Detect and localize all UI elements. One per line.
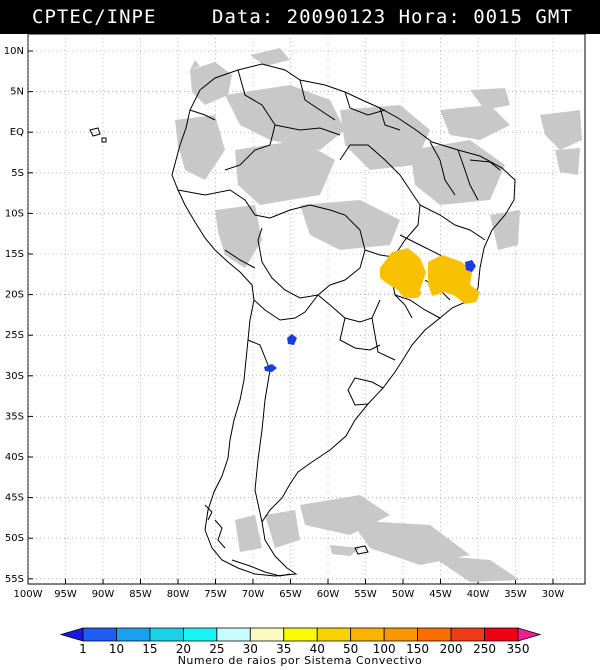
lat-label: 30S xyxy=(5,371,24,382)
coastline xyxy=(89,63,516,577)
lat-label: 20S xyxy=(5,290,24,301)
colorbar-swatch xyxy=(249,627,285,642)
colorbar-label: 50 xyxy=(343,642,358,656)
lon-label: 35W xyxy=(504,589,527,600)
lon-label: 65W xyxy=(279,589,302,600)
cell-yellow-2 xyxy=(398,286,422,298)
colorbar-label: 20 xyxy=(176,642,191,656)
colorbar-swatch xyxy=(484,627,519,642)
cell-yellow-1 xyxy=(380,248,426,296)
colorbar-label: 15 xyxy=(142,642,157,656)
cell-blue-2 xyxy=(287,334,297,345)
lon-label: 80W xyxy=(167,589,190,600)
source-label: CPTEC/INPE xyxy=(32,6,157,28)
header-bar: CPTEC/INPE Data: 20090123 Hora: 0015 GMT xyxy=(0,0,600,34)
colorbar-title: Numero de raios por Sistema Convectivo xyxy=(177,654,423,667)
lon-label: 90W xyxy=(92,589,115,600)
datetime-label: Data: 20090123 Hora: 0015 GMT xyxy=(212,6,573,28)
colorbar-label: 200 xyxy=(440,642,463,656)
colorbar-swatch xyxy=(517,627,542,642)
colorbar-swatch xyxy=(182,627,218,642)
convective-cells xyxy=(264,248,480,372)
lat-label: 55S xyxy=(5,574,24,585)
colorbar-label: 25 xyxy=(209,642,224,656)
lat-label: 25S xyxy=(5,330,24,341)
colorbar-label: 250 xyxy=(473,642,496,656)
colorbar-swatch xyxy=(149,627,184,642)
lon-label: 40W xyxy=(467,589,490,600)
lon-label: 100W xyxy=(14,589,43,600)
lon-label: 45W xyxy=(429,589,452,600)
lat-label: 50S xyxy=(5,533,24,544)
colorbar-label: 35 xyxy=(276,642,291,656)
colorbar-swatch xyxy=(417,627,452,642)
colorbar-label: 10 xyxy=(109,642,124,656)
longitude-labels: 100W 95W 90W 85W 80W 75W 70W 65W 60W 55W 50W 45W 40W… xyxy=(14,589,565,600)
lon-label: 70W xyxy=(242,589,265,600)
colorbar-label: 350 xyxy=(507,642,530,656)
colorbar-swatch xyxy=(350,627,385,642)
colorbar-label: 1 xyxy=(79,642,87,656)
lon-label: 55W xyxy=(354,589,377,600)
colorbar-label: 40 xyxy=(310,642,325,656)
lat-label: 5N xyxy=(10,87,24,98)
lon-label: 30W xyxy=(542,589,565,600)
colorbar-label: 150 xyxy=(406,642,429,656)
colorbar-swatch xyxy=(283,627,318,642)
lon-label: 75W xyxy=(204,589,227,600)
colorbar-labels: 1 10 15 20 25 30 35 40 50 100 150 200 250 350 xyxy=(79,642,529,656)
lat-label: 40S xyxy=(5,452,24,463)
lon-label: 50W xyxy=(392,589,415,600)
colorbar-swatch xyxy=(116,627,151,642)
colorbar xyxy=(59,627,542,642)
cloud-cover xyxy=(175,48,582,582)
lat-label: 35S xyxy=(5,411,24,422)
colorbar-swatch xyxy=(59,627,84,642)
lon-label: 95W xyxy=(54,589,77,600)
lon-label: 60W xyxy=(317,589,340,600)
colorbar-swatch xyxy=(383,627,419,642)
lat-label: 15S xyxy=(5,249,24,260)
lat-label: 5S xyxy=(11,168,24,179)
lat-label: 45S xyxy=(5,493,24,504)
lon-label: 85W xyxy=(129,589,152,600)
lat-label: 10S xyxy=(5,208,24,219)
colorbar-swatch xyxy=(450,627,485,642)
lat-label: 10N xyxy=(4,46,24,57)
colorbar-swatch xyxy=(82,627,117,642)
colorbar-label: 100 xyxy=(373,642,396,656)
colorbar-swatch xyxy=(216,627,251,642)
colorbar-swatch xyxy=(316,627,352,642)
cell-blue-3 xyxy=(264,364,277,372)
cell-blue-1 xyxy=(465,260,476,272)
colorbar-label: 30 xyxy=(243,642,258,656)
lat-label: EQ xyxy=(10,127,24,138)
latitude-labels: 10N 5N EQ 5S 10S 15S 20S 25S 30S 35S 40S 45S 50S 55S xyxy=(4,46,24,585)
